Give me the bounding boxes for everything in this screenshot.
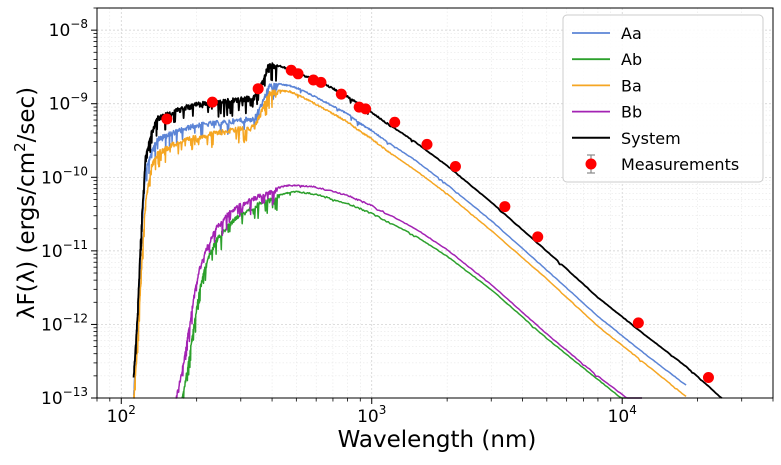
y-tick-label-base: 10 [49,21,71,41]
y-tick-label-exponent: −11 [63,238,88,252]
y-axis-title-superscript: 2 [11,142,29,152]
series-line-system [132,62,723,399]
legend-entries: Aa Ab Ba Bb System Measurements [572,24,739,174]
measurement-point [206,96,218,108]
y-tick-label-exponent: −12 [63,311,88,325]
measurement-point [252,83,264,95]
y-tick-label-base: 10 [49,95,71,115]
y-tick-label-exponent: −9 [70,91,88,105]
series-line-ab [181,190,642,399]
y-axis-title: λF(λ) (ergs/cm2/sec) [11,87,40,319]
x-tick-label-base: 10 [107,407,129,427]
legend-label-measurements: Measurements [621,155,739,174]
y-tick-label: 10−13 [41,385,88,409]
x-tick-label: 102 [107,403,136,427]
y-tick-label-exponent: −13 [63,385,88,399]
legend-label-aa: Aa [621,24,642,43]
x-axis-title: Wavelength (nm) [338,427,537,453]
measurement-points [161,64,714,383]
measurement-point [421,138,433,150]
y-tick-label: 10−11 [41,238,88,262]
plot-frame [96,7,774,399]
x-tick-label-base: 10 [608,407,630,427]
y-axis-title-tail: /sec) [14,87,40,143]
measurement-point [632,317,644,329]
y-tick-label-exponent: −8 [70,17,88,31]
y-tick-label: 10−8 [49,17,88,41]
x-tick-label: 104 [608,403,637,427]
series-layer [132,62,723,399]
legend-box [562,14,764,183]
y-tick-label: 10−12 [41,311,88,335]
x-tick-label-base: 10 [357,407,379,427]
legend-label-bb: Bb [621,103,642,122]
measurement-point [449,161,461,173]
measurement-point [315,76,327,88]
series-line-ba [133,89,687,399]
series-line-bb [175,184,642,399]
y-tick-label-base: 10 [41,389,63,409]
legend-label-ab: Ab [621,50,642,69]
measurement-point [360,103,372,115]
y-axis-title-main: λF(λ) (ergs/cm [14,152,40,319]
x-tick-label-exponent: 4 [629,403,637,417]
measurement-point [499,201,511,213]
measurement-point [292,68,304,80]
legend: Aa Ab Ba Bb System Measurements [562,14,764,183]
legend-label-ba: Ba [621,76,642,95]
y-tick-label: 10−10 [41,164,88,188]
measurement-point [532,231,544,243]
y-tick-label-exponent: −10 [63,164,88,178]
x-tick-label: 103 [357,403,386,427]
legend-swatch-measurements [585,158,597,170]
y-tick-label-base: 10 [41,168,63,188]
x-tick-label-exponent: 3 [379,403,387,417]
measurement-point [389,116,401,128]
y-tick-label: 10−9 [49,91,88,115]
y-tick-label-base: 10 [41,242,63,262]
measurement-point [702,371,714,383]
series-line-aa [132,82,687,399]
y-tick-label-base: 10 [41,315,63,335]
legend-label-system: System [621,129,681,148]
x-tick-label-exponent: 2 [128,403,136,417]
measurement-point [335,88,347,100]
measurement-point [161,113,173,125]
